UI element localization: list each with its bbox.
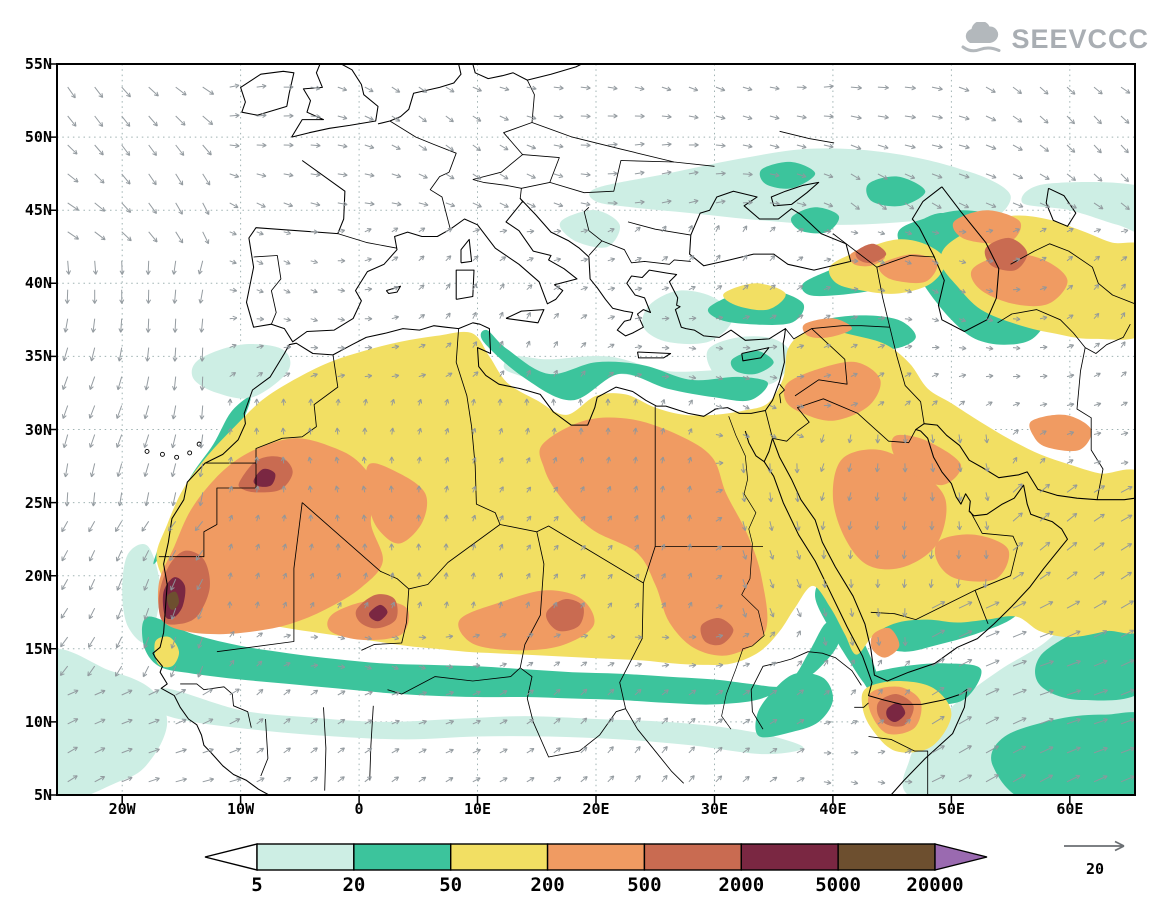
colorbar-label: 2000 (718, 874, 765, 896)
colorbar-labels: 5 20 50 200 500 2000 5000 20000 (203, 874, 989, 896)
colorbar-label: 200 (530, 874, 565, 896)
lat-tick-label: 20N (24, 566, 52, 585)
wind-reference-value: 20 (1086, 860, 1105, 878)
lat-tick-label: 40N (24, 274, 52, 293)
lon-tick-label: 30E (700, 800, 729, 818)
wind-arrows-layer (59, 83, 1135, 786)
lat-tick-label: 45N (24, 201, 52, 220)
map-canvas (49, 63, 1136, 803)
lon-tick-label: 50E (937, 800, 965, 818)
wind-reference-arrow-icon (1064, 840, 1125, 852)
lat-tick-label: 15N (24, 639, 52, 658)
lat-tick-label: 50N (24, 128, 52, 147)
lat-tick-label: 55N (24, 55, 52, 73)
lat-tick-label: 10N (24, 712, 52, 731)
lon-tick-label: 60E (1056, 800, 1084, 818)
cloud-logo-icon (961, 22, 1001, 53)
logo-text: SEEVCCC (1011, 23, 1149, 54)
colorbar-label: 500 (627, 874, 662, 896)
latitude-axis: 55N 50N 45N 40N 35N 30N 25N 20N 15N 10N … (10, 55, 54, 804)
colorbar-scale (204, 843, 988, 871)
lat-tick-label: 30N (24, 420, 52, 439)
lon-tick-label: 20E (582, 800, 610, 818)
logo: SEEVCCC (958, 22, 1149, 56)
colorbar-label: 50 (439, 874, 463, 896)
colorbar (203, 843, 989, 871)
lon-tick-label: 40E (819, 800, 847, 818)
colorbar-label: 5000 (815, 874, 861, 896)
lat-tick-label: 25N (24, 493, 52, 512)
lon-tick-label: 10E (463, 800, 492, 818)
lat-tick-label: 35N (24, 347, 52, 366)
lon-tick-label: 10W (227, 800, 255, 818)
lon-tick-label: 0 (354, 800, 364, 818)
colorbar-label: 20 (342, 874, 366, 896)
colorbar-label: 20000 (906, 874, 964, 896)
lat-tick-label: 5N (33, 786, 52, 804)
wind-reference: 20 (1060, 838, 1140, 878)
colorbar-label: 5 (251, 874, 263, 896)
longitude-axis: 20W 10W 0 10E 20E 30E 40E 50E 60E (57, 800, 1135, 820)
map-plot-area (49, 63, 1136, 803)
lon-tick-label: 20W (108, 800, 136, 818)
